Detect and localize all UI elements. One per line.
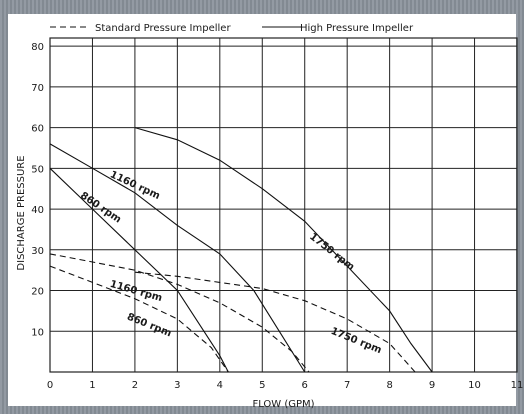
x-tick-label: 10 [468, 380, 481, 391]
x-tick-label: 3 [174, 380, 180, 391]
series-line-4 [49, 265, 229, 373]
x-tick-label: 11 [511, 380, 524, 391]
series-line-5 [49, 253, 310, 373]
series-line-1 [49, 167, 229, 373]
y-tick-label: 80 [31, 42, 44, 53]
series-line-3 [134, 127, 433, 373]
x-tick-label: 2 [132, 380, 138, 391]
series-line-2 [49, 143, 306, 373]
y-tick-label: 70 [31, 83, 44, 94]
x-tick-label: 1 [89, 380, 95, 391]
y-tick-label: 10 [31, 327, 44, 338]
plot-frame [49, 37, 518, 373]
curve-label: 1750 rpm [307, 231, 356, 273]
x-tick-label: 5 [259, 380, 265, 391]
legend-label: High Pressure Impeller [300, 23, 414, 34]
x-tick-label: 6 [302, 380, 308, 391]
x-tick-label: 0 [47, 380, 53, 391]
y-tick-label: 50 [31, 164, 44, 175]
curve-label: 1160 rpm [109, 279, 164, 304]
legend-label: Standard Pressure Impeller [95, 23, 231, 34]
y-tick-label: 30 [31, 246, 44, 257]
x-tick-label: 4 [217, 380, 223, 391]
y-tick-label: 40 [31, 205, 44, 216]
curve-label: 860 rpm [125, 312, 173, 340]
series-line-6 [134, 271, 416, 373]
curve-label: 860 rpm [78, 190, 123, 225]
curve-label: 1750 rpm [329, 326, 383, 356]
x-tick-label: 8 [386, 380, 392, 391]
x-tick-label: 9 [429, 380, 435, 391]
x-axis-label: FLOW (GPM) [252, 399, 314, 410]
y-tick-label: 60 [31, 124, 44, 135]
y-axis-label: DISCHARGE PRESSURE [16, 155, 27, 270]
x-tick-label: 7 [344, 380, 350, 391]
y-tick-label: 20 [31, 287, 44, 298]
